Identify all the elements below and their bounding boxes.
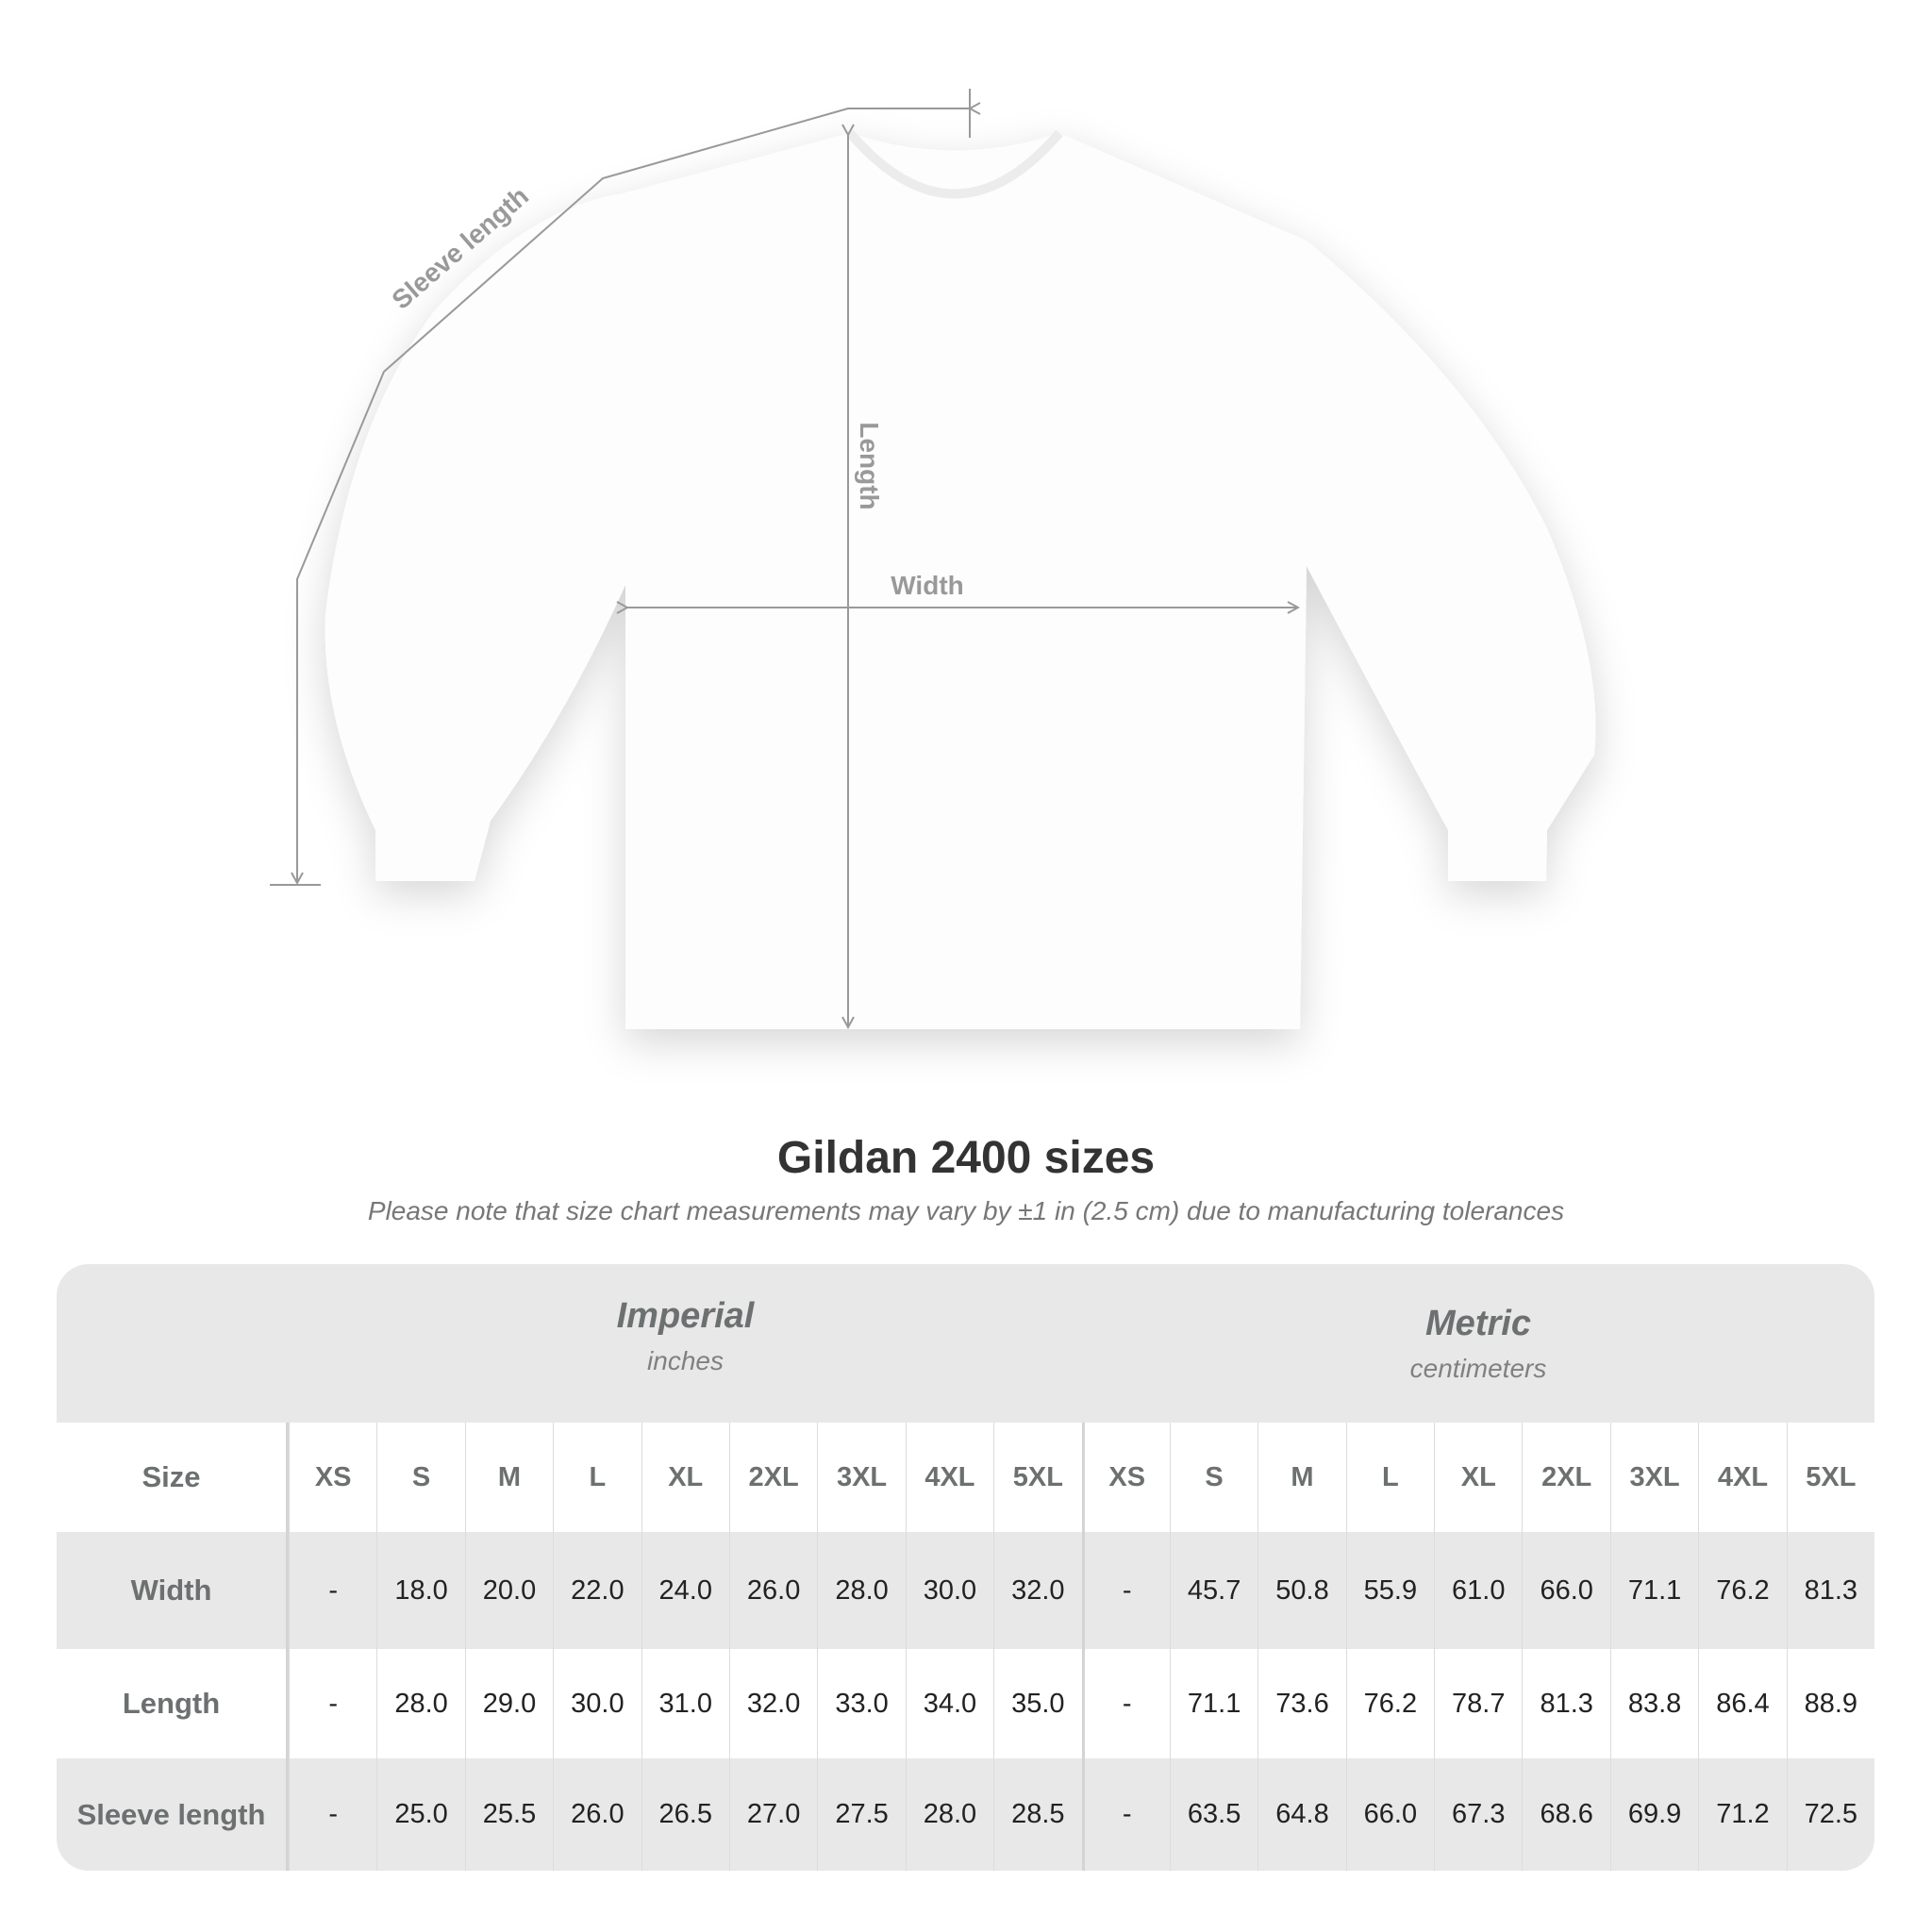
value-cell-metric: - [1081,1649,1170,1758]
value-cell-metric: 63.5 [1169,1758,1257,1871]
value-cell-metric: 81.3 [1522,1649,1609,1758]
value-cell-metric: 64.8 [1257,1758,1345,1871]
value-cell-imperial: 22.0 [553,1532,641,1649]
value-cell-imperial: 20.0 [464,1532,553,1649]
value-cell-imperial: 25.0 [376,1758,464,1871]
value-cell-metric: 71.2 [1698,1758,1786,1871]
shirt-measurement-diagram: Sleeve length Length Width [270,89,1596,1029]
value-cell-imperial: 25.5 [464,1758,553,1871]
value-cell-metric: 45.7 [1169,1532,1257,1649]
size-header-metric: 4XL [1698,1423,1786,1532]
value-cell-metric: 61.0 [1434,1532,1522,1649]
value-cell-metric: 69.9 [1609,1758,1698,1871]
size-header-imperial: XL [641,1423,729,1532]
value-cell-metric: 50.8 [1257,1532,1345,1649]
size-table: Imperial inches Metric centimeters Size X… [57,1264,1874,1871]
value-cell-imperial: 28.0 [905,1758,993,1871]
size-label: Size [57,1423,289,1532]
value-cell-metric: - [1081,1758,1170,1871]
value-cell-metric: 72.5 [1786,1758,1874,1871]
row-label: Width [57,1532,289,1649]
row-label: Sleeve length [57,1758,289,1871]
size-header-metric: 5XL [1786,1423,1874,1532]
value-cell-imperial: - [289,1532,376,1649]
value-cell-imperial: 26.0 [728,1532,817,1649]
value-cell-metric: 83.8 [1609,1649,1698,1758]
value-cell-imperial: - [289,1649,376,1758]
size-header-imperial: XS [289,1423,376,1532]
value-cell-metric: 88.9 [1786,1649,1874,1758]
size-header-metric: L [1345,1423,1434,1532]
value-cell-metric: 73.6 [1257,1649,1345,1758]
row-label: Length [57,1649,289,1758]
value-cell-metric: 71.1 [1169,1649,1257,1758]
value-cell-metric: 78.7 [1434,1649,1522,1758]
tolerance-note: Please note that size chart measurements… [367,1196,1565,1225]
size-header-metric: XS [1081,1423,1170,1532]
value-cell-metric: 76.2 [1345,1649,1434,1758]
value-cell-imperial: 27.5 [817,1758,905,1871]
metric-title: Metric [1425,1304,1531,1343]
size-header-metric: 3XL [1609,1423,1698,1532]
value-cell-imperial: 30.0 [553,1649,641,1758]
width-label: Width [891,571,964,600]
value-cell-imperial: 35.0 [993,1649,1081,1758]
value-cell-imperial: 32.0 [993,1532,1081,1649]
value-cell-imperial: 24.0 [641,1532,729,1649]
size-header-imperial: 5XL [993,1423,1081,1532]
size-header-imperial: 2XL [728,1423,817,1532]
page-title: Gildan 2400 sizes [776,1133,1156,1183]
size-header-metric: S [1169,1423,1257,1532]
size-header-metric: 2XL [1522,1423,1609,1532]
length-label: Length [855,422,884,509]
value-cell-imperial: 18.0 [376,1532,464,1649]
value-cell-metric: 71.1 [1609,1532,1698,1649]
value-cell-metric: 86.4 [1698,1649,1786,1758]
value-cell-imperial: 27.0 [728,1758,817,1871]
value-cell-imperial: 28.0 [817,1532,905,1649]
imperial-title: Imperial [616,1296,755,1336]
value-cell-imperial: 31.0 [641,1649,729,1758]
value-cell-imperial: 26.5 [641,1758,729,1871]
value-cell-metric: 76.2 [1698,1532,1786,1649]
value-cell-imperial: 29.0 [464,1649,553,1758]
value-cell-imperial: 32.0 [728,1649,817,1758]
value-cell-metric: - [1081,1532,1170,1649]
sleeve-length-line [270,89,970,886]
value-cell-metric: 66.0 [1522,1532,1609,1649]
table-row: Length -28.0 29.0 30.0 31.0 32.0 33.0 34.0 35.0-… [57,1649,1874,1758]
value-cell-imperial: 28.0 [376,1649,464,1758]
value-cell-imperial: 30.0 [905,1532,993,1649]
value-cell-imperial: 33.0 [817,1649,905,1758]
size-header-row: Size XS S M L XL 2XL 3XL 4XL 5XL XS S M L XL 2XL 3XL 4XL 5… [57,1423,1874,1532]
size-header-imperial: S [376,1423,464,1532]
metric-header: Metric centimeters [1082,1304,1874,1384]
table-header-band [57,1264,1874,1423]
size-header-metric: M [1257,1423,1345,1532]
value-cell-metric: 81.3 [1786,1532,1874,1649]
size-header-imperial: L [553,1423,641,1532]
value-cell-metric: 55.9 [1345,1532,1434,1649]
value-cell-imperial: - [289,1758,376,1871]
metric-unit: centimeters [1409,1354,1547,1383]
value-cell-imperial: 34.0 [905,1649,993,1758]
imperial-header: Imperial inches [289,1296,1082,1376]
size-header-metric: XL [1434,1423,1522,1532]
imperial-unit: inches [647,1346,724,1375]
value-cell-metric: 68.6 [1522,1758,1609,1871]
value-cell-imperial: 26.0 [553,1758,641,1871]
size-header-imperial: 3XL [817,1423,905,1532]
value-cell-metric: 67.3 [1434,1758,1522,1871]
size-header-imperial: 4XL [905,1423,993,1532]
value-cell-metric: 66.0 [1345,1758,1434,1871]
table-row: Width -18.0 20.0 22.0 24.0 26.0 28.0 30.0 32.0-4… [57,1532,1874,1649]
size-header-imperial: M [464,1423,553,1532]
table-row: Sleeve length -25.0 25.5 26.0 26.5 27.0 27.5 28… [57,1758,1874,1871]
value-cell-imperial: 28.5 [993,1758,1081,1871]
